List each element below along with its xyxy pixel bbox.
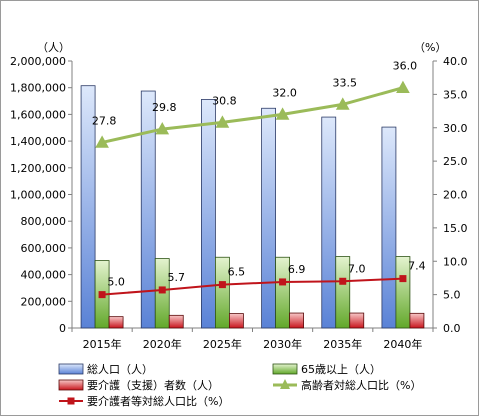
right-tick-label: 20.0: [443, 189, 468, 202]
elderly-ratio-marker: [335, 97, 350, 110]
x-tick-label: 2025年: [203, 337, 242, 351]
right-tick-label: 40.0: [443, 55, 468, 68]
left-tick-label: 200,000: [21, 295, 67, 308]
right-tick-label: 0.0: [443, 322, 461, 335]
care-needed-bar: [409, 312, 425, 329]
left-tick-label: 600,000: [21, 242, 67, 255]
care-ratio-data-label: 7.0: [348, 262, 366, 275]
care-needed-bar: [108, 316, 124, 329]
x-tick-label: 2040年: [383, 337, 422, 351]
age65-bar: [335, 256, 351, 329]
left-tick-label: 2,000,000: [10, 55, 66, 68]
care-ratio-marker: [399, 275, 407, 283]
left-tick-label: 1,000,000: [10, 189, 66, 202]
elderly-ratio-data-label: 32.0: [272, 86, 297, 99]
age65-bar: [275, 256, 290, 329]
legend-marker: [280, 379, 290, 389]
right-axis-unit: （%）: [414, 41, 446, 54]
care-ratio-marker: [339, 277, 347, 285]
right-tick-label: 10.0: [443, 255, 468, 268]
total-population-bar: [80, 85, 96, 329]
care-ratio-marker: [279, 278, 287, 286]
elderly-ratio-marker: [275, 107, 290, 120]
right-tick-label: 25.0: [443, 155, 468, 168]
elderly-ratio-marker: [95, 135, 109, 148]
left-tick-label: 1,600,000: [10, 108, 66, 121]
total-population-bar: [140, 90, 156, 329]
right-tick-label: 30.0: [443, 122, 468, 135]
elderly-ratio-marker: [155, 122, 170, 135]
left-tick-label: 1,800,000: [10, 82, 66, 95]
right-tick-label: 35.0: [443, 88, 468, 101]
elderly-ratio-data-label: 30.8: [212, 94, 237, 107]
legend-swatch: [58, 363, 84, 375]
legend-swatch: [58, 379, 84, 391]
legend-swatch: [272, 363, 298, 375]
right-tick-label: 5.0: [443, 289, 461, 302]
legend-label: 高齢者対総人口比（%）: [301, 378, 421, 392]
care-needed-bar: [289, 312, 304, 329]
care-ratio-marker: [158, 286, 166, 294]
elderly-ratio-data-label: 36.0: [393, 60, 418, 73]
age65-bar: [395, 256, 411, 329]
care-ratio-data-label: 6.9: [288, 263, 306, 276]
elderly-ratio-data-label: 33.5: [333, 76, 358, 89]
care-needed-bar: [229, 313, 244, 329]
elderly-ratio-line: [101, 86, 404, 144]
x-tick-label: 2015年: [83, 337, 122, 351]
x-tick-label: 2035年: [323, 337, 362, 351]
x-tick-label: 2020年: [143, 337, 182, 351]
total-population-bar: [321, 116, 337, 329]
legend-label: 総人口（人）: [87, 362, 153, 376]
elderly-ratio-marker: [396, 80, 410, 93]
total-population-bar: [381, 126, 397, 329]
x-tick-label: 2030年: [263, 337, 302, 351]
care-ratio-marker: [98, 291, 106, 299]
left-tick-label: 800,000: [21, 215, 67, 228]
age65-bar: [215, 256, 230, 329]
right-tick-label: 15.0: [443, 222, 468, 235]
total-population-bar: [261, 107, 276, 329]
care-ratio-data-label: 6.5: [228, 266, 246, 279]
care-ratio-data-label: 5.0: [107, 276, 125, 289]
left-tick-label: 1,200,000: [10, 162, 66, 175]
left-tick-label: 400,000: [21, 269, 67, 282]
care-needed-bar: [349, 312, 365, 329]
care-needed-bar: [168, 314, 184, 329]
elderly-ratio-marker: [215, 115, 230, 128]
legend-label: 65歳以上（人）: [301, 363, 381, 376]
total-population-bar: [201, 99, 216, 329]
elderly-ratio-data-label: 29.8: [152, 101, 177, 114]
legend-marker: [67, 397, 75, 405]
left-tick-label: 1,400,000: [10, 135, 66, 148]
elderly-ratio-data-label: 27.8: [92, 114, 117, 127]
care-ratio-marker: [218, 281, 226, 289]
left-tick-label: 0: [59, 322, 66, 335]
legend-label: 要介護（支援）者数（人）: [87, 378, 219, 392]
care-ratio-data-label: 7.4: [408, 260, 426, 273]
care-ratio-data-label: 5.7: [168, 271, 186, 284]
legend-label: 要介護者等対総人口比（%）: [87, 394, 229, 408]
care-ratio-line: [102, 277, 403, 296]
left-axis-unit: （人）: [37, 41, 70, 54]
